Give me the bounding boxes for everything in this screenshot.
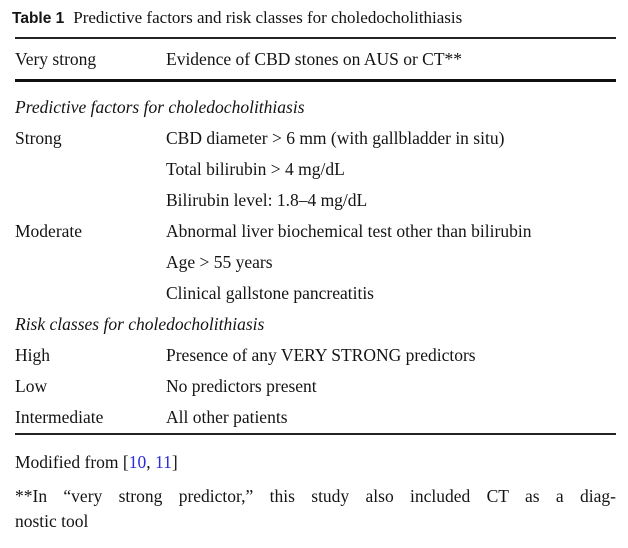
definition-cell: Abnormal liver biochemical test other th… <box>166 221 532 241</box>
definition-cell: Total bilirubin > 4 mg/dL <box>166 159 345 179</box>
term-cell: Moderate <box>15 221 83 241</box>
citation-link-11[interactable]: 11 <box>154 452 172 472</box>
table-row: Clinical gallstone pancreatitis <box>15 278 616 309</box>
table-row: Strong CBD diameter > 6 mm (with gallbla… <box>15 123 616 154</box>
definition-cell: Evidence of CBD stones on AUS or CT** <box>166 48 463 69</box>
term-cell: Low <box>15 376 48 396</box>
term-cell: High <box>15 345 50 365</box>
table-row: Intermediate All other patients <box>15 402 616 433</box>
definition-cell: CBD diameter > 6 mm (with gallbladder in… <box>166 128 505 148</box>
definition-cell: All other patients <box>166 407 288 427</box>
modified-from-suffix: ] <box>171 452 178 472</box>
paper-table-panel: Table 1 Predictive factors and risk class… <box>0 7 628 548</box>
definition-cell: Presence of any VERY STRONG predictors <box>166 345 476 365</box>
table-caption: Table 1 Predictive factors and risk class… <box>12 7 628 27</box>
table-caption-text: Predictive factors and risk classes for … <box>73 8 463 27</box>
table-row: Moderate Abnormal liver biochemical test… <box>15 216 616 247</box>
table-row: Total bilirubin > 4 mg/dL <box>15 154 616 185</box>
table-rule-bottom <box>15 433 616 435</box>
table-footnotes: Modified from [10, 11] **In “very strong… <box>15 435 616 534</box>
definition-cell: Age > 55 years <box>166 252 273 272</box>
table-body: Very strong Evidence of CBD stones on AU… <box>15 37 616 534</box>
table-row: Age > 55 years <box>15 247 616 278</box>
term-cell: Intermediate <box>15 407 104 427</box>
term-cell: Very strong <box>15 48 97 69</box>
citation-separator: , <box>146 452 155 472</box>
section-heading-risk-classes: Risk classes for choledocholithiasis <box>15 314 265 334</box>
footnote-line-1: **In “very strong predictor,” this study… <box>15 486 616 506</box>
definition-cell: Bilirubin level: 1.8–4 mg/dL <box>166 190 368 210</box>
table-rows-container: Predictive factors for choledocholithias… <box>15 82 616 433</box>
table-label: Table 1 <box>12 10 65 27</box>
definition-cell: No predictors present <box>166 376 317 396</box>
table-rule-top <box>15 37 616 39</box>
footnote-line-2: nostic tool <box>15 511 89 531</box>
table-row: Low No predictors present <box>15 371 616 402</box>
table-rule-heavy <box>15 79 616 82</box>
term-cell: Strong <box>15 128 62 148</box>
modified-from-prefix: Modified from [ <box>15 452 129 472</box>
section-heading-predictive-factors: Predictive factors for choledocholithias… <box>15 97 305 117</box>
table-row: High Presence of any VERY STRONG predict… <box>15 340 616 371</box>
modified-from-line: Modified from [10, 11] <box>15 452 616 472</box>
table-row-very-strong: Very strong Evidence of CBD stones on AU… <box>15 39 616 79</box>
table-row: Bilirubin level: 1.8–4 mg/dL <box>15 185 616 216</box>
definition-cell: Clinical gallstone pancreatitis <box>166 283 374 303</box>
citation-link-10[interactable]: 10 <box>128 452 147 472</box>
